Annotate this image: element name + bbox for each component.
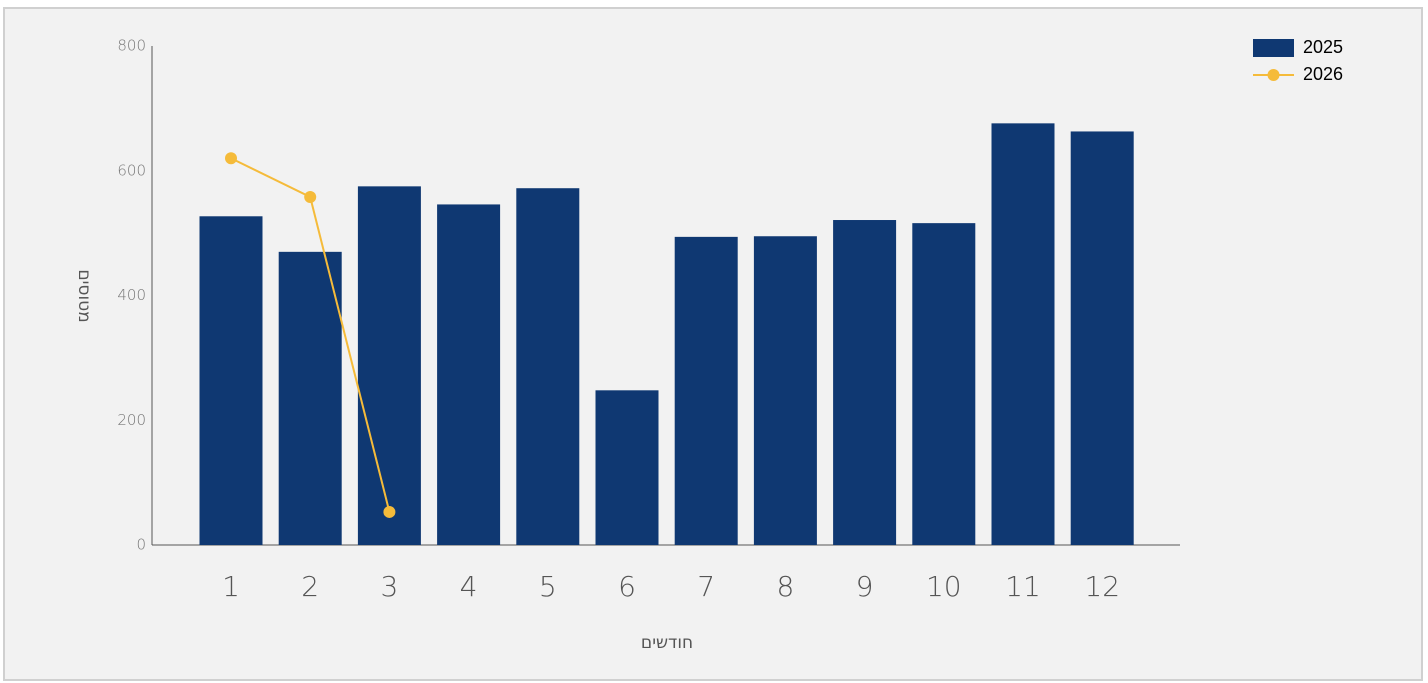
x-tick-label: 6	[618, 570, 636, 603]
y-axis-label: מטוסים	[74, 269, 94, 322]
bar	[278, 251, 342, 545]
x-tick-label: 3	[380, 570, 398, 603]
x-tick-label: 1	[222, 570, 240, 603]
bar	[357, 186, 421, 545]
bar	[753, 236, 817, 545]
bar	[1070, 131, 1134, 546]
bar	[516, 188, 580, 545]
y-tick-label: 200	[117, 411, 146, 429]
bar	[437, 204, 501, 545]
y-tick-label: 800	[117, 37, 146, 55]
bar	[199, 216, 263, 545]
x-tick-label: 10	[926, 570, 962, 603]
bar	[912, 223, 976, 545]
x-tick-label: 8	[776, 570, 794, 603]
line-point	[225, 152, 237, 165]
legend-label: 2026	[1303, 64, 1343, 84]
x-tick-label: 12	[1084, 570, 1120, 603]
line-point	[383, 505, 396, 518]
x-tick-label: 9	[856, 570, 874, 603]
legend-label: 2025	[1303, 37, 1343, 57]
bar	[674, 236, 738, 545]
x-tick-label: 7	[697, 570, 715, 603]
x-tick-label: 2	[301, 570, 319, 603]
x-tick-label: 11	[1005, 570, 1041, 603]
bar	[991, 123, 1055, 545]
x-tick-label: 5	[539, 570, 557, 603]
x-axis-label: חודשים	[641, 633, 693, 653]
legend-swatch	[1253, 39, 1294, 57]
x-tick-label: 4	[460, 570, 478, 603]
y-tick-label: 600	[117, 161, 146, 179]
y-tick-label: 0	[136, 536, 146, 554]
bar	[833, 220, 897, 545]
y-tick-label: 400	[117, 286, 146, 304]
line-point	[304, 190, 317, 203]
legend-swatch	[1267, 69, 1280, 81]
bar	[595, 390, 659, 545]
